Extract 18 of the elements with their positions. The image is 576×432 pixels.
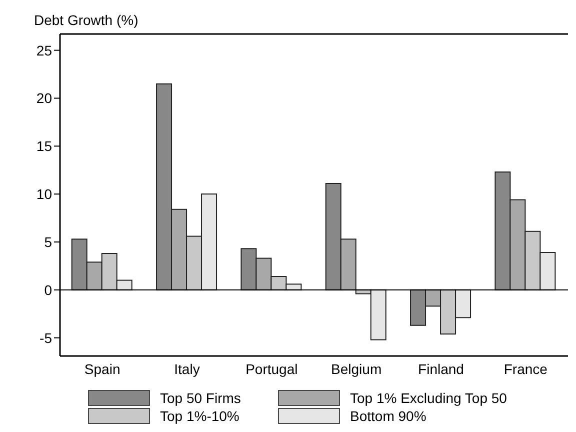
x-tick-label: Spain bbox=[84, 360, 120, 377]
y-tick-label: 10 bbox=[36, 186, 52, 202]
x-tick-label: Finland bbox=[418, 360, 464, 377]
y-tick-label: 25 bbox=[36, 42, 52, 58]
y-tick-label: 5 bbox=[44, 234, 52, 250]
legend-label: Top 50 Firms bbox=[160, 390, 241, 406]
y-axis-title: Debt Growth (%) bbox=[34, 12, 138, 28]
y-tick-label: 15 bbox=[36, 138, 52, 154]
y-tick-label: -5 bbox=[40, 330, 52, 346]
legend-label: Top 1%-10% bbox=[160, 408, 240, 424]
legend-label: Bottom 90% bbox=[350, 408, 426, 424]
x-tick-label: France bbox=[504, 360, 548, 377]
x-tick-label: Belgium bbox=[331, 360, 382, 377]
y-tick-label: 0 bbox=[44, 282, 52, 298]
y-tick-label: 20 bbox=[36, 90, 52, 106]
legend-label: Top 1% Excluding Top 50 bbox=[350, 390, 507, 406]
x-tick-label: Portugal bbox=[246, 360, 298, 377]
x-tick-label: Italy bbox=[174, 360, 200, 377]
